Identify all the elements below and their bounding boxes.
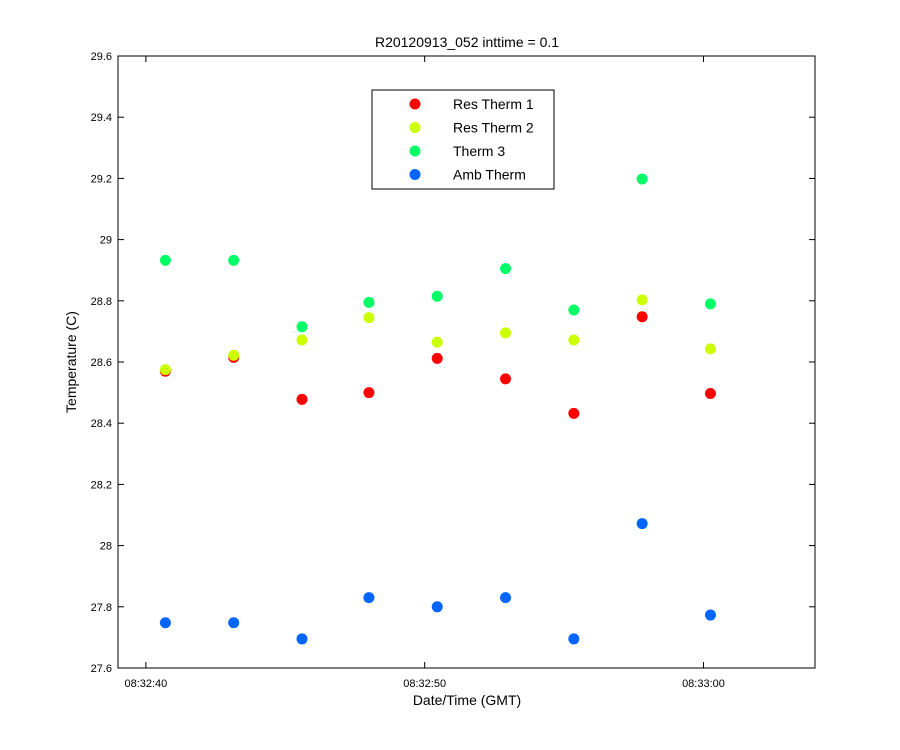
legend-marker: [409, 169, 421, 180]
data-point: [228, 254, 240, 266]
data-point: [363, 592, 375, 604]
y-tick-label: 27.6: [91, 663, 112, 675]
legend-box: [371, 89, 555, 190]
data-point: [363, 312, 375, 324]
y-tick-label: 28.4: [91, 418, 112, 430]
x-axis: 08:32:40 08:32:50 08:33:00: [124, 56, 725, 690]
data-point: [159, 617, 171, 629]
y-tick-label: 29.2: [91, 173, 112, 185]
data-point: [159, 254, 171, 266]
legend-marker: [409, 98, 421, 110]
series-amb-therm: [159, 518, 716, 645]
data-point: [296, 321, 308, 333]
data-point: [431, 290, 443, 302]
data-point: [431, 336, 443, 348]
data-point: [296, 393, 308, 405]
data-points: [159, 173, 716, 645]
data-point: [363, 387, 375, 399]
data-point: [704, 343, 716, 355]
data-point: [568, 334, 580, 346]
legend-label: Therm 3: [453, 143, 505, 159]
data-point: [500, 373, 512, 385]
series-res-therm-2: [159, 294, 716, 376]
data-point: [500, 327, 512, 339]
data-point: [704, 388, 716, 400]
data-point: [568, 407, 580, 419]
data-point: [568, 304, 580, 316]
y-tick-label: 28.6: [91, 357, 112, 369]
legend-marker: [409, 122, 421, 133]
data-point: [500, 592, 512, 604]
y-axis-label: Temperature (C): [63, 311, 79, 413]
y-tick-label: 28.8: [91, 296, 112, 308]
data-point: [228, 617, 240, 629]
data-point: [636, 294, 648, 306]
series-therm-3: [159, 173, 716, 333]
y-tick-label: 27.8: [91, 602, 112, 614]
data-point: [568, 633, 580, 645]
x-tick-label: 08:32:50: [403, 678, 446, 690]
data-point: [500, 263, 512, 275]
data-point: [363, 296, 375, 308]
data-point: [636, 173, 648, 185]
y-tick-label: 29: [100, 235, 112, 247]
data-point: [159, 364, 171, 376]
legend: Res Therm 1 Res Therm 2 Therm 3 Amb Therm: [371, 89, 555, 190]
y-tick-label: 29.4: [91, 112, 112, 124]
data-point: [228, 349, 240, 361]
x-axis-label: Date/Time (GMT): [413, 692, 521, 708]
y-axis: 27.6 27.8 28 28.2 28.4 28.6 28.8 29 29.2 29.4 29.6: [91, 51, 815, 675]
x-tick-label: 08:32:40: [124, 678, 167, 690]
legend-label: Res Therm 2: [453, 120, 534, 136]
data-point: [636, 311, 648, 323]
data-point: [431, 601, 443, 613]
y-tick-label: 28.2: [91, 479, 112, 491]
legend-marker: [409, 145, 421, 157]
y-tick-label: 29.6: [91, 51, 112, 63]
y-tick-label: 28: [100, 541, 112, 553]
data-point: [704, 609, 716, 621]
x-tick-label: 08:33:00: [682, 678, 725, 690]
data-point: [704, 298, 716, 310]
legend-label: Res Therm 1: [453, 96, 534, 112]
data-point: [296, 633, 308, 645]
data-point: [431, 352, 443, 364]
data-point: [296, 334, 308, 346]
chart-title: R20120913_052 inttime = 0.1: [375, 34, 559, 50]
data-point: [636, 518, 648, 530]
legend-label: Amb Therm: [453, 167, 526, 183]
